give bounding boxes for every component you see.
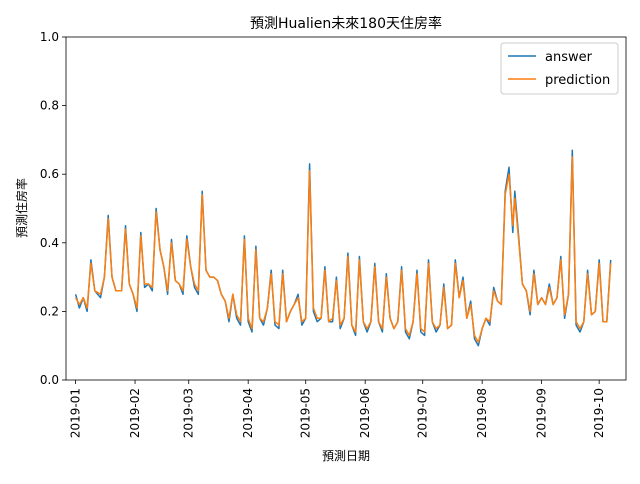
x-tick-label: 2019-04: [241, 388, 255, 438]
x-tick-label: 2019-10: [592, 388, 606, 438]
axes: 0.0 0.2 0.4 0.6 0.8 1.0 2019-01 2019-02 2019-03 2…: [40, 30, 627, 438]
x-tick-label: 2019-02: [128, 388, 142, 438]
x-tick-label: 2019-09: [535, 388, 549, 438]
x-tick-label: 2019-03: [182, 388, 196, 438]
y-tick-label: 0.4: [40, 236, 59, 250]
x-tick-label: 2019-08: [475, 388, 489, 438]
y-tick-label: 0.0: [40, 373, 59, 387]
series-line-prediction: [74, 156, 612, 344]
y-tick-label: 0.2: [40, 304, 59, 318]
x-axis-label: 預測日期: [322, 449, 370, 463]
legend-label-prediction: prediction: [545, 73, 610, 88]
y-axis-label: 預測住房率: [14, 178, 29, 238]
y-tick-label: 1.0: [40, 30, 59, 44]
plot-frame: [65, 36, 627, 381]
chart-title: 預測Hualien未來180天住房率: [250, 15, 442, 32]
x-tick-label: 2019-06: [358, 388, 372, 438]
x-tick-label: 2019-05: [299, 388, 313, 438]
legend: answer prediction: [500, 42, 619, 95]
x-tick-label: 2019-07: [416, 388, 430, 438]
x-tick-label: 2019-01: [69, 388, 83, 438]
legend-label-answer: answer: [545, 50, 593, 65]
y-tick-label: 0.8: [40, 99, 59, 113]
y-tick-label: 0.6: [40, 167, 59, 181]
plot-area: [74, 149, 612, 347]
